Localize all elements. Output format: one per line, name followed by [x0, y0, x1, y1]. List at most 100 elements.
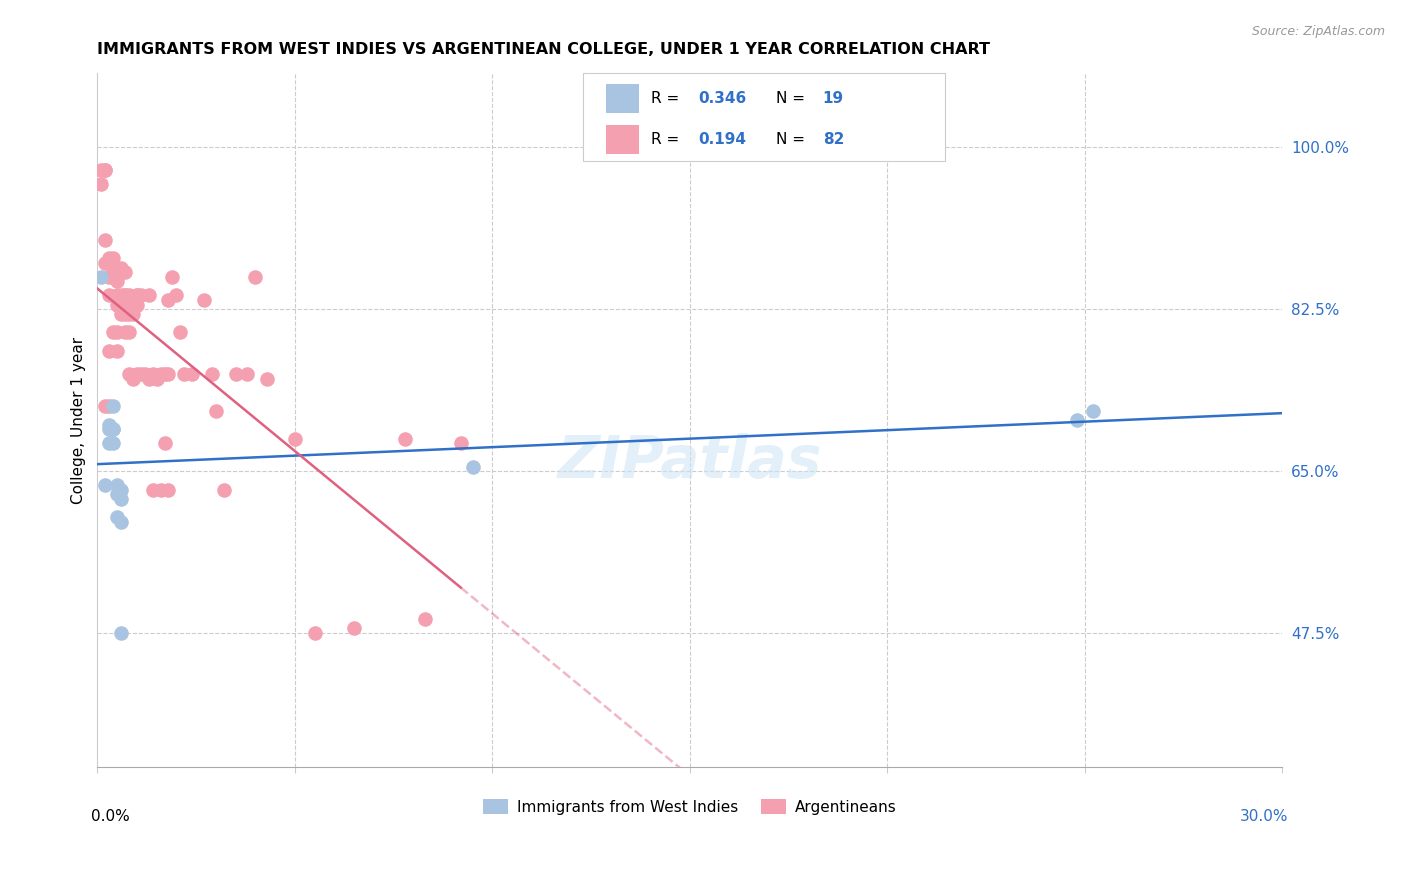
Point: [118, 288, 141, 302]
Point: [101, 422, 124, 436]
Point: [98, 252, 121, 266]
Point: [90, 163, 112, 178]
Point: [236, 367, 259, 381]
Point: [461, 459, 484, 474]
Point: [1066, 413, 1088, 427]
Point: [98, 422, 121, 436]
Point: [153, 367, 176, 381]
Point: [101, 422, 124, 436]
Point: [94, 256, 117, 270]
Point: [101, 400, 124, 414]
Point: [118, 297, 141, 311]
Point: [101, 260, 124, 275]
Point: [110, 260, 132, 275]
Point: [105, 288, 128, 302]
Point: [94, 163, 117, 178]
Point: [134, 367, 156, 381]
Text: 0.0%: 0.0%: [91, 809, 131, 824]
Point: [98, 417, 121, 432]
Point: [193, 293, 215, 307]
Point: [101, 252, 124, 266]
Point: [122, 307, 145, 321]
Point: [105, 487, 128, 501]
Point: [413, 612, 436, 626]
Point: [94, 400, 117, 414]
Point: [157, 483, 180, 497]
Point: [90, 178, 112, 192]
Point: [101, 269, 124, 284]
Point: [94, 478, 117, 492]
Text: 30.0%: 30.0%: [1240, 809, 1288, 824]
Bar: [606, 125, 638, 154]
Y-axis label: College, Under 1 year: College, Under 1 year: [72, 336, 86, 504]
Point: [110, 297, 132, 311]
Point: [450, 436, 472, 450]
Point: [142, 367, 165, 381]
Text: R =: R =: [651, 132, 683, 147]
Legend: Immigrants from West Indies, Argentineans: Immigrants from West Indies, Argentinean…: [477, 792, 903, 821]
Point: [110, 307, 132, 321]
Point: [98, 400, 121, 414]
Point: [129, 367, 152, 381]
Point: [114, 326, 136, 340]
Point: [153, 436, 176, 450]
Point: [94, 233, 117, 247]
Point: [225, 367, 247, 381]
Text: N =: N =: [776, 91, 810, 106]
Point: [118, 297, 141, 311]
Point: [125, 297, 148, 311]
Point: [105, 478, 128, 492]
Point: [129, 288, 152, 302]
Point: [201, 367, 224, 381]
Point: [157, 367, 180, 381]
Text: 82: 82: [823, 132, 844, 147]
Point: [343, 622, 366, 636]
Point: [98, 436, 121, 450]
Point: [90, 269, 112, 284]
Point: [105, 269, 128, 284]
Point: [245, 269, 267, 284]
Point: [101, 269, 124, 284]
Point: [125, 288, 148, 302]
Point: [114, 307, 136, 321]
Point: [212, 483, 235, 497]
Point: [138, 371, 160, 385]
Text: 19: 19: [823, 91, 844, 106]
FancyBboxPatch shape: [583, 72, 945, 161]
Text: N =: N =: [776, 132, 810, 147]
Point: [394, 432, 416, 446]
Point: [105, 274, 128, 288]
Point: [125, 367, 148, 381]
Point: [1081, 404, 1104, 418]
Point: [165, 288, 187, 302]
Point: [101, 326, 124, 340]
Point: [125, 288, 148, 302]
Point: [138, 288, 160, 302]
Point: [256, 371, 278, 385]
Point: [110, 483, 132, 497]
Point: [162, 269, 184, 284]
Point: [157, 293, 180, 307]
Point: [114, 288, 136, 302]
Point: [105, 343, 128, 358]
Bar: [606, 85, 638, 113]
Point: [114, 265, 136, 279]
Point: [114, 288, 136, 302]
Text: IMMIGRANTS FROM WEST INDIES VS ARGENTINEAN COLLEGE, UNDER 1 YEAR CORRELATION CHA: IMMIGRANTS FROM WEST INDIES VS ARGENTINE…: [97, 42, 990, 57]
Text: 0.346: 0.346: [699, 91, 747, 106]
Point: [110, 515, 132, 529]
Point: [98, 269, 121, 284]
Point: [110, 491, 132, 506]
Point: [145, 371, 167, 385]
Point: [284, 432, 307, 446]
Point: [105, 510, 128, 524]
Point: [118, 326, 141, 340]
Point: [169, 326, 191, 340]
Point: [142, 483, 165, 497]
Point: [205, 404, 228, 418]
Point: [173, 367, 195, 381]
Point: [114, 297, 136, 311]
Point: [110, 288, 132, 302]
Point: [101, 436, 124, 450]
Text: Source: ZipAtlas.com: Source: ZipAtlas.com: [1251, 25, 1385, 38]
